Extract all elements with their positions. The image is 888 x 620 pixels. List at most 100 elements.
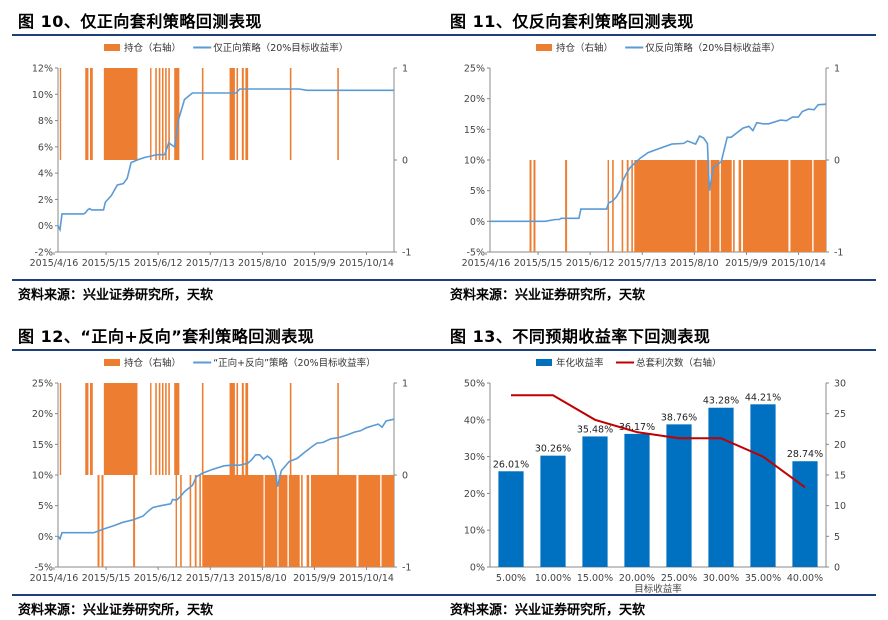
bar-data-label: 38.76% [661, 412, 697, 423]
position-bar [565, 160, 568, 252]
y-tick-label: 0% [38, 532, 53, 543]
y-tick-label: 20% [32, 409, 53, 420]
y-tick-label: 6% [38, 142, 53, 153]
position-bar [381, 475, 394, 567]
position-bar [710, 160, 720, 252]
y-tick-label: 0% [38, 221, 53, 232]
position-bar [229, 383, 235, 475]
bar-data-label: 35.48% [577, 424, 613, 435]
source-note: 资料来源：兴业证券研究所，天软 [18, 288, 214, 303]
x-tick-label: 2015/8/10 [670, 258, 719, 269]
position-bar [720, 160, 732, 252]
x-tick-label: 40.00% [787, 573, 823, 584]
x-tick-label: 20.00% [619, 573, 655, 584]
y-tick-label: 0% [470, 563, 485, 574]
y2-tick-label: 20 [834, 440, 846, 451]
position-bar [310, 475, 357, 567]
chart-combined-arbitrage: 持仓（右轴） “正向+反向”策略（20%目标收益率） -5% 0% 5% 10% 15% 20… [30, 357, 412, 584]
title-rule [444, 34, 876, 36]
position-bar [155, 383, 157, 475]
position-bar [161, 383, 164, 475]
panel-figure-10: 图 10、仅正向套利策略回测表现 持仓（右轴） 仅正向策略（20%目标收益率） -2… [12, 0, 444, 305]
position-bar [103, 383, 138, 475]
panel-figure-12: 图 12、“正向+反向”套利策略回测表现 持仓（右轴） “正向+反向”策略（20%… [12, 315, 444, 620]
position-bar [201, 68, 204, 160]
bar-data-label: 44.21% [745, 392, 781, 403]
y-tick-label: 15% [32, 440, 53, 451]
strategy-nav-line [490, 103, 827, 223]
position-bar [241, 68, 244, 160]
position-bar [168, 383, 170, 475]
bar-data-label: 28.74% [787, 449, 823, 460]
position-bar [241, 383, 244, 475]
y-tick-label: 8% [38, 116, 53, 127]
y2-tick-label: 25 [834, 409, 846, 420]
y-tick-label: 20% [464, 94, 485, 105]
y-tick-label: 40% [464, 415, 485, 426]
legend-swatch [536, 359, 552, 366]
bar [750, 404, 776, 567]
position-bar [201, 383, 204, 475]
position-bar [696, 160, 710, 252]
position-bar [85, 68, 89, 160]
x-tick-label: 2015/10/14 [339, 258, 394, 269]
x-tick-label: 2015/5/15 [514, 258, 563, 269]
source-note: 资料来源：兴业证券研究所，天软 [450, 288, 646, 303]
position-bar [358, 475, 381, 567]
y2-tick-label: 0 [834, 156, 840, 167]
source-note: 资料来源：兴业证券研究所，天软 [18, 603, 214, 618]
x-tick-label: 2015/4/16 [30, 573, 79, 584]
source-rule [444, 279, 876, 281]
position-bar [790, 160, 813, 252]
strategy-nav-line [57, 88, 394, 233]
position-bar [337, 68, 339, 160]
position-bar [733, 160, 735, 252]
position-bar [59, 383, 62, 475]
y2-tick-label: 0 [834, 563, 840, 574]
position-bar [337, 383, 339, 475]
position-bar [199, 475, 201, 567]
y2-tick-label: 10 [834, 501, 846, 512]
x-tick-label: 2015/4/16 [462, 258, 511, 269]
y-tick-label: 10% [464, 156, 485, 167]
y-tick-label: 10% [32, 471, 53, 482]
position-bar [174, 68, 180, 160]
position-bar [161, 68, 164, 160]
y2-tick-label: 0 [402, 156, 408, 167]
position-bar [813, 160, 826, 252]
legend-swatch [104, 44, 120, 51]
x-tick-label: 25.00% [661, 573, 697, 584]
x-tick-label: 2015/4/16 [30, 258, 79, 269]
x-tick-label: 2015/10/14 [771, 258, 826, 269]
y-tick-label: 50% [464, 379, 485, 390]
position-bar [289, 383, 292, 475]
title-rule [12, 34, 444, 36]
position-bar [202, 475, 264, 567]
chart-forward-arbitrage: 持仓（右轴） 仅正向策略（20%目标收益率） -2% 0% 2% 4% 6% 8% 10% 12%… [30, 42, 412, 269]
y-tick-label: 5% [38, 501, 53, 512]
y2-tick-label: 1 [402, 379, 408, 390]
y-tick-label: 10% [32, 90, 53, 101]
x-tick-label: 2015/5/15 [82, 573, 131, 584]
position-bar [189, 475, 192, 567]
position-bar [150, 68, 152, 160]
y2-tick-label: 30 [834, 379, 846, 390]
position-bar [97, 475, 100, 567]
x-tick-label: 15.00% [577, 573, 613, 584]
position-bar [529, 160, 532, 252]
x-tick-label: 2015/6/12 [134, 258, 183, 269]
y-tick-label: -5% [35, 563, 54, 574]
y-tick-label: 25% [32, 379, 53, 390]
title-rule [12, 349, 444, 351]
legend-swatch [104, 359, 120, 366]
panel-figure-13: 图 13、不同预期收益率下回测表现 年化收益率 总套利次数（右轴） 0% 10% 20%… [444, 315, 876, 620]
y2-tick-label: 1 [834, 64, 840, 75]
position-bar [158, 68, 161, 160]
y-tick-label: 4% [38, 169, 53, 180]
position-bar [742, 160, 789, 252]
position-bar [180, 475, 182, 567]
position-bar [306, 475, 310, 567]
source-note: 资料来源：兴业证券研究所，天软 [450, 603, 646, 618]
position-bar [264, 475, 278, 567]
position-bar [155, 68, 157, 160]
